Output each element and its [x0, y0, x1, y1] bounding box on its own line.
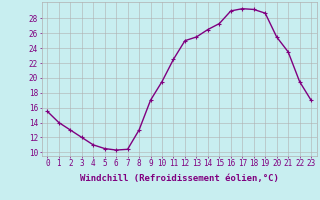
- X-axis label: Windchill (Refroidissement éolien,°C): Windchill (Refroidissement éolien,°C): [80, 174, 279, 183]
